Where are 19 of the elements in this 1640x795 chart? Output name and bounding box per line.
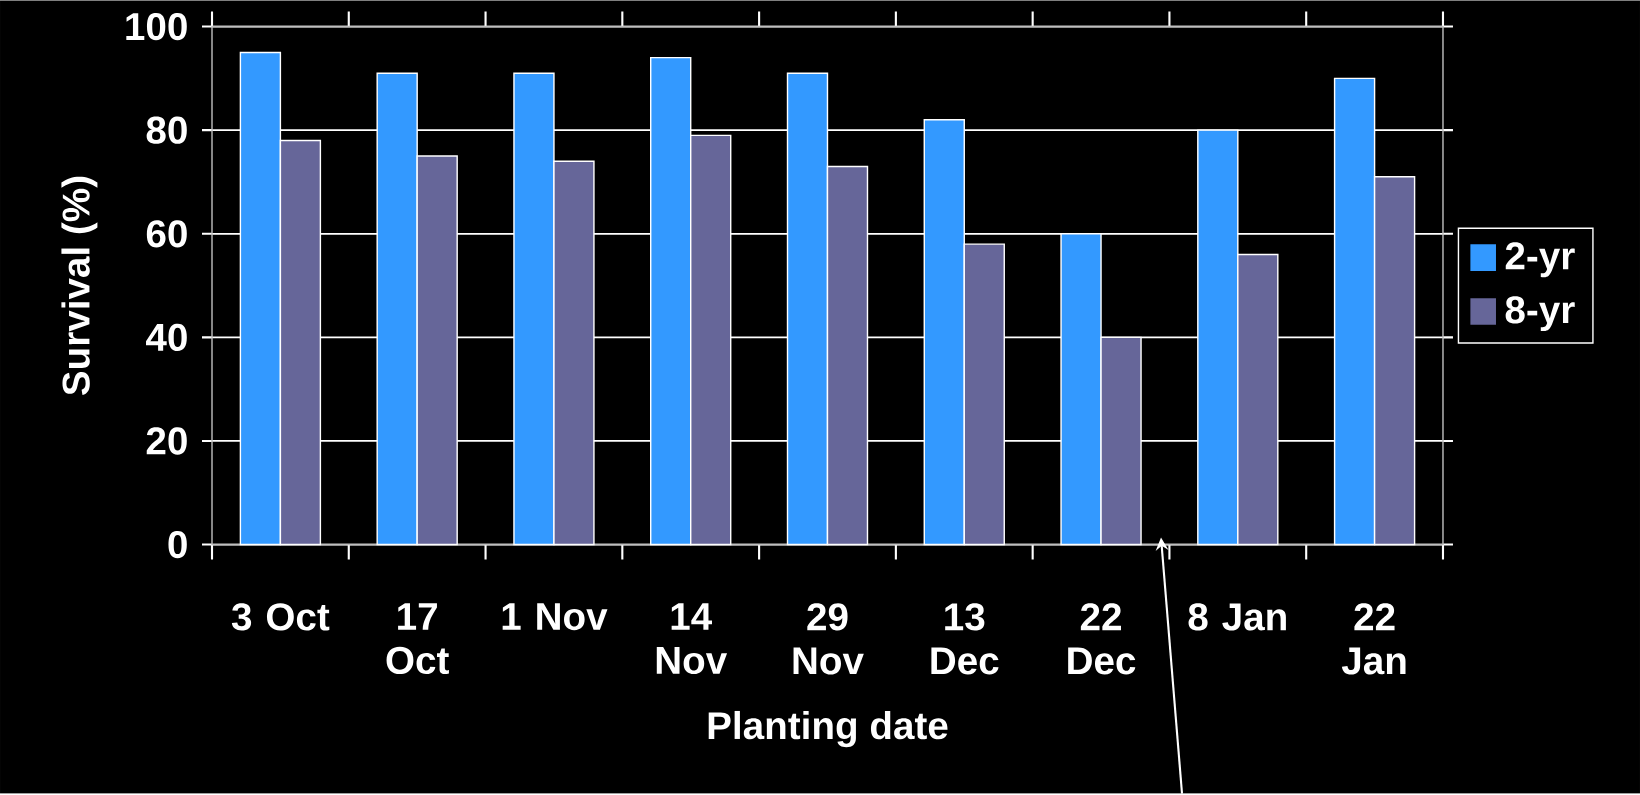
x-tick-label: 29 Nov (793, 603, 864, 675)
legend-label: 8-yr (1505, 296, 1575, 332)
y-tick-label: 80 (146, 116, 187, 145)
y-tick-label: 100 (126, 13, 187, 41)
x-tick-label: 13 Dec (931, 603, 999, 675)
y-tick-label: 0 (168, 531, 187, 559)
y-axis-title: Survival (%) (61, 177, 98, 396)
x-tick-label: 1 Nov (502, 603, 608, 631)
x-tick-label: 17 Oct (386, 603, 449, 675)
y-tick-label: 20 (146, 427, 187, 455)
x-tick-label: 8 Jan (1188, 603, 1286, 631)
x-tick-label: 22 Jan (1341, 603, 1406, 675)
y-tick-label: 60 (146, 220, 187, 248)
x-tick-label: 14 Nov (656, 603, 728, 675)
x-tick-label: 22 Dec (1068, 603, 1136, 675)
y-tick-label: 40 (146, 323, 187, 352)
x-tick-label: 3 Oct (231, 603, 330, 631)
legend-label: 2-yr (1505, 242, 1575, 278)
x-axis-title: Planting date (708, 711, 948, 748)
